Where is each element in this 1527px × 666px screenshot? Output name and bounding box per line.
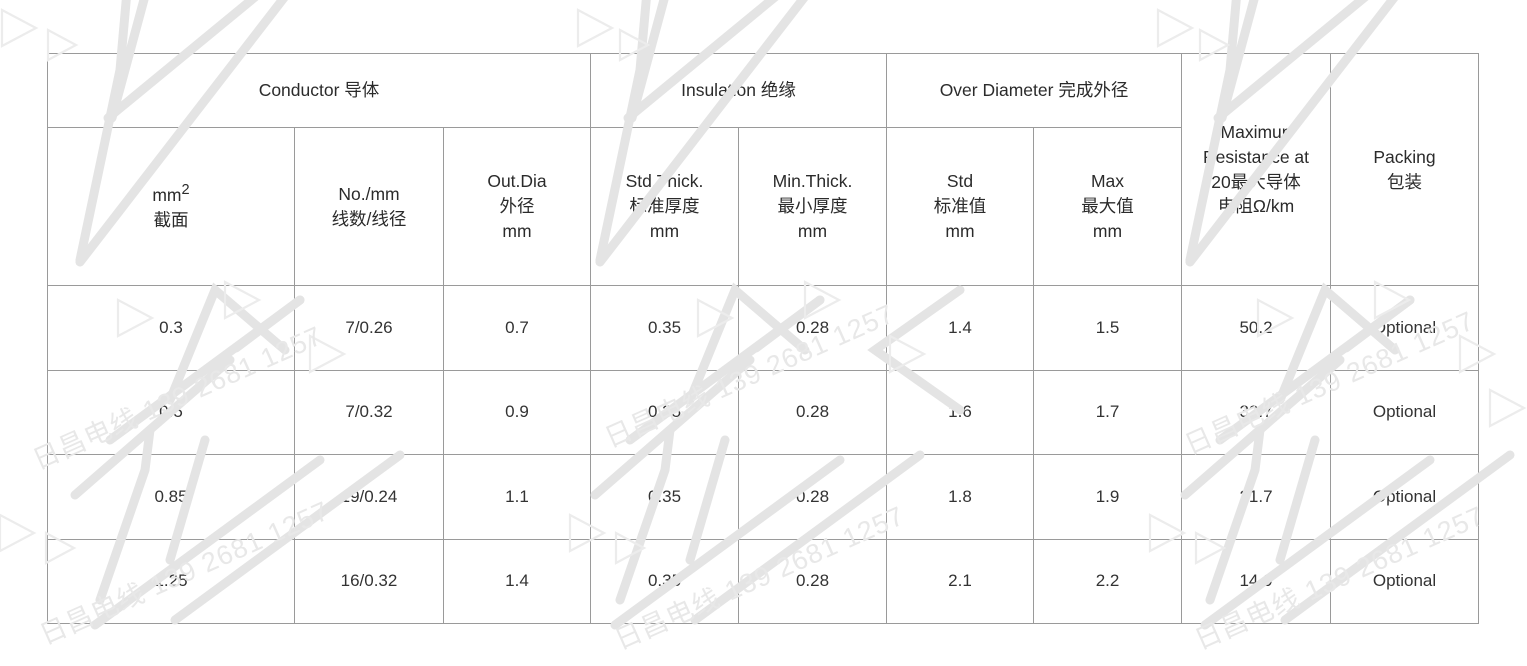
sub-header-od-std-line2: 标准值 — [933, 196, 987, 217]
header-max-resistance-line2: Resistance at — [1203, 146, 1310, 167]
sub-header-outer-dia-line1: Out.Dia — [487, 171, 547, 192]
cell-resistance: 14.9 — [1181, 538, 1332, 624]
cell-outer-dia: 1.1 — [443, 454, 591, 540]
sub-header-od-std: Std 标准值 mm — [886, 127, 1034, 286]
cable-spec-table: Conductor 导体 Insulation 绝缘 Over Diameter… — [47, 53, 1480, 624]
table-row: 0.3 7/0.26 0.7 0.35 0.28 1.4 1.5 50.2 Op… — [47, 285, 1480, 371]
cell-min-thick: 0.28 — [738, 369, 887, 455]
sub-header-area-cn: 截面 — [153, 209, 189, 230]
cell-std-thick: 0.35 — [590, 538, 739, 624]
group-header-conductor: Conductor 导体 — [47, 53, 591, 128]
sub-header-od-max-line1: Max — [1090, 171, 1125, 192]
cell-min-thick: 0.28 — [738, 538, 887, 624]
cell-area: 0.85 — [47, 454, 295, 540]
cell-od-max: 1.7 — [1032, 369, 1183, 455]
table-row: 0.85 19/0.24 1.1 0.35 0.28 1.8 1.9 21.7 … — [47, 454, 1480, 540]
group-header-over-diameter: Over Diameter 完成外径 — [885, 53, 1183, 128]
cell-od-std: 1.6 — [886, 369, 1034, 455]
group-header-insulation: Insulation 绝缘 — [590, 53, 887, 128]
cell-resistance: 21.7 — [1181, 454, 1332, 540]
cell-packing: Optional — [1330, 369, 1480, 455]
cell-packing: Optional — [1330, 285, 1480, 371]
sub-header-outer-dia-line3: mm — [502, 220, 532, 241]
cell-strands: 19/0.24 — [294, 454, 444, 540]
group-header-over-diameter-label: Over Diameter 完成外径 — [939, 80, 1129, 101]
sub-header-std-thick-line2: 标准厚度 — [629, 196, 700, 217]
cell-strands: 7/0.32 — [294, 369, 444, 455]
header-max-resistance-line3: 20最大导体 — [1211, 171, 1301, 192]
cell-od-std: 1.8 — [886, 454, 1034, 540]
cell-packing: Optional — [1330, 538, 1480, 624]
header-packing-line1: Packing — [1373, 146, 1436, 167]
sub-header-od-max-line2: 最大值 — [1081, 196, 1134, 217]
spec-table-body: 0.3 7/0.26 0.7 0.35 0.28 1.4 1.5 50.2 Op… — [47, 285, 1480, 624]
group-header-row: Conductor 导体 Insulation 绝缘 Over Diameter… — [47, 53, 1480, 286]
cell-strands: 16/0.32 — [294, 538, 444, 624]
sub-header-od-std-line3: mm — [945, 220, 975, 241]
cell-area: 1.25 — [47, 538, 295, 624]
cell-std-thick: 0.35 — [590, 285, 739, 371]
sub-header-strands-line1: No./mm — [338, 183, 400, 204]
cell-outer-dia: 0.7 — [443, 285, 591, 371]
sub-header-std-thick-line3: mm — [649, 220, 680, 241]
group-header-conductor-label: Conductor 导体 — [258, 80, 380, 101]
group-header-insulation-label: Insulation 绝缘 — [681, 80, 796, 101]
cell-area: 0.5 — [47, 369, 295, 455]
cell-od-std: 2.1 — [886, 538, 1034, 624]
sub-header-min-thick-line2: 最小厚度 — [777, 196, 848, 217]
header-max-resistance-line1: Maximun — [1220, 121, 1292, 142]
sub-header-outer-dia-line2: 外径 — [499, 196, 535, 217]
cell-od-std: 1.4 — [886, 285, 1034, 371]
sub-header-area: mm2 截面 — [47, 127, 295, 286]
header-max-resistance-line4: 电阻Ω/km — [1217, 196, 1295, 217]
cell-strands: 7/0.26 — [294, 285, 444, 371]
header-max-resistance: Maximun Resistance at 20最大导体 电阻Ω/km — [1181, 53, 1332, 286]
header-packing: Packing 包装 — [1330, 53, 1480, 286]
table-row: 1.25 16/0.32 1.4 0.35 0.28 2.1 2.2 14.9 … — [47, 538, 1480, 624]
cell-od-max: 1.5 — [1032, 285, 1183, 371]
cell-resistance: 32.7 — [1181, 369, 1332, 455]
sub-header-od-std-line1: Std — [946, 171, 974, 192]
cell-od-max: 1.9 — [1032, 454, 1183, 540]
sub-header-min-thick-line1: Min.Thick. — [772, 171, 853, 192]
sub-header-std-thick-line1: Std.Thick. — [625, 171, 704, 192]
cell-od-max: 2.2 — [1032, 538, 1183, 624]
sub-header-od-max-line3: mm — [1092, 220, 1123, 241]
sub-header-min-thick-line3: mm — [797, 220, 828, 241]
header-packing-line2: 包装 — [1387, 171, 1423, 192]
cell-std-thick: 0.35 — [590, 454, 739, 540]
sub-header-area-unit: mm2 — [152, 182, 190, 206]
cell-min-thick: 0.28 — [738, 285, 887, 371]
table-row: 0.5 7/0.32 0.9 0.35 0.28 1.6 1.7 32.7 Op… — [47, 369, 1480, 455]
cell-min-thick: 0.28 — [738, 454, 887, 540]
sub-header-std-thick: Std.Thick. 标准厚度 mm — [590, 127, 739, 286]
cell-area: 0.3 — [47, 285, 295, 371]
sub-header-strands: No./mm 线数/线径 — [294, 127, 444, 286]
cell-std-thick: 0.35 — [590, 369, 739, 455]
cell-outer-dia: 1.4 — [443, 538, 591, 624]
cell-outer-dia: 0.9 — [443, 369, 591, 455]
sub-header-outer-dia: Out.Dia 外径 mm — [443, 127, 591, 286]
sub-header-strands-line2: 线数/线径 — [331, 208, 407, 229]
cell-resistance: 50.2 — [1181, 285, 1332, 371]
sub-header-min-thick: Min.Thick. 最小厚度 mm — [738, 127, 887, 286]
spec-table-container: Conductor 导体 Insulation 绝缘 Over Diameter… — [47, 53, 1480, 624]
cell-packing: Optional — [1330, 454, 1480, 540]
sub-header-od-max: Max 最大值 mm — [1032, 127, 1183, 286]
